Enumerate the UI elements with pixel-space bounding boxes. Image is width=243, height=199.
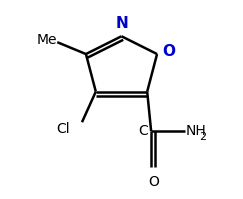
Text: O: O: [162, 44, 175, 59]
Text: C: C: [139, 124, 148, 138]
Text: O: O: [148, 175, 159, 189]
Text: N: N: [115, 16, 128, 31]
Text: 2: 2: [199, 132, 206, 142]
Text: Me: Me: [36, 33, 57, 47]
Text: Cl: Cl: [56, 122, 70, 136]
Text: NH: NH: [186, 124, 207, 138]
